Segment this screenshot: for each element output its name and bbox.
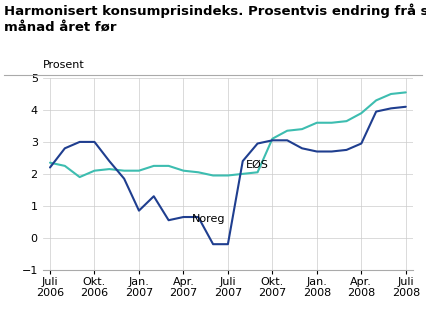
Text: EØS: EØS [246,160,268,170]
Text: Noreg: Noreg [192,214,226,225]
Text: Prosent: Prosent [43,60,84,70]
Text: Harmonisert konsumprisindeks. Prosentvis endring frå same
månad året før: Harmonisert konsumprisindeks. Prosentvis… [4,3,426,34]
